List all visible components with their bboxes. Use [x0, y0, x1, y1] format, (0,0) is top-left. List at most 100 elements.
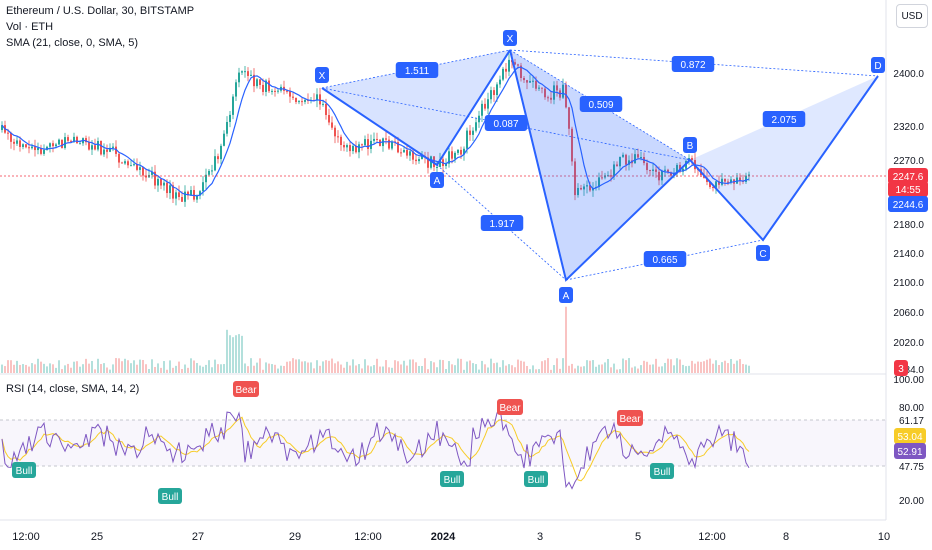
rsi-bear-label: Bear [619, 414, 641, 425]
candle-body [79, 143, 81, 145]
volume-bar [670, 359, 672, 373]
candle-body [622, 154, 624, 157]
rsi-bull-label-bg [158, 488, 182, 504]
volume-bar [520, 360, 522, 373]
candle-body [589, 185, 591, 191]
volume-bar [331, 358, 333, 373]
volume-bar [82, 364, 84, 373]
time-tick: 12:00 [698, 531, 726, 543]
pattern-point-label: X [319, 71, 326, 82]
volume-bar [160, 367, 162, 373]
volume-bar [706, 359, 708, 373]
volume-bar [88, 363, 90, 373]
candle-body [67, 137, 69, 141]
candle-body [421, 156, 423, 160]
volume-bar [262, 369, 264, 373]
volume-bar [505, 365, 507, 373]
rsi-ma-badge: 53.04 [897, 432, 922, 443]
rsi-value-badge-bg [894, 443, 926, 459]
volume-bar [592, 360, 594, 373]
volume-bar [340, 364, 342, 373]
volume-bar [631, 367, 633, 373]
candle-body [184, 191, 186, 202]
price-tick: 2140.0 [893, 249, 924, 260]
candle-body [499, 79, 501, 85]
pattern-ratio-label-bg [762, 111, 806, 127]
volume-bar [127, 360, 129, 373]
rsi-value-badge: 52.91 [897, 447, 922, 458]
rsi-legend: RSI (14, close, SMA, 14, 2) [6, 383, 140, 395]
volume-bar [475, 364, 477, 373]
volume-bar [361, 368, 363, 373]
rsi-bear-label-bg [617, 410, 643, 426]
volume-bar [313, 368, 315, 373]
candle-body [178, 192, 180, 198]
volume-bar [403, 360, 405, 373]
candle-body [538, 87, 540, 89]
candle-body [391, 141, 393, 149]
candle-body [175, 192, 177, 199]
volume-bar [298, 359, 300, 373]
volume-bar [277, 368, 279, 373]
pattern-point-label: A [434, 176, 441, 187]
candle-body [169, 185, 171, 194]
volume-bar [169, 360, 171, 373]
rsi-tick: 20.00 [899, 496, 924, 507]
candle-body [238, 72, 240, 83]
volume-bar [466, 361, 468, 373]
candle-body [601, 177, 603, 179]
candle-body [103, 149, 105, 155]
volume-bar [370, 366, 372, 373]
candle-body [244, 71, 246, 73]
volume-bar [661, 366, 663, 373]
candle-body [226, 121, 228, 134]
volume-bar [748, 365, 750, 373]
candle-body [427, 157, 429, 168]
candle-body [133, 164, 135, 166]
pattern-ratio-label: 2.075 [771, 115, 796, 126]
volume-bar [310, 362, 312, 373]
volume-bar [4, 366, 6, 373]
volume-bar [487, 367, 489, 373]
candle-body [562, 84, 564, 98]
current-price-badge: 2247.6 [893, 172, 924, 183]
candle-body [208, 170, 210, 175]
pattern-ratio-label: 0.665 [652, 255, 677, 266]
candle-body [670, 172, 672, 176]
volume-bar [469, 360, 471, 373]
candle-body [64, 137, 66, 148]
candle-body [109, 147, 111, 152]
volume-bar [700, 361, 702, 373]
volume-bar [316, 360, 318, 373]
candle-body [298, 101, 300, 103]
volume-bar [595, 366, 597, 373]
time-tick: 3 [537, 531, 543, 543]
volume-bar [205, 364, 207, 373]
candle-body [385, 138, 387, 140]
candle-body [712, 186, 714, 188]
candle-body [172, 185, 174, 199]
candle-body [664, 169, 666, 171]
candle-body [637, 154, 639, 158]
candle-body [739, 177, 741, 181]
pattern-point-label-bg [430, 172, 444, 188]
candle-body [493, 90, 495, 96]
candle-body [388, 139, 390, 149]
candle-body [187, 191, 189, 196]
candle-body [661, 170, 663, 181]
time-tick: 27 [192, 531, 204, 543]
volume-bar [442, 360, 444, 373]
volume-bar [157, 363, 159, 373]
volume-bar [307, 362, 309, 373]
rsi-bull-label: Bull [162, 492, 179, 503]
currency-button[interactable]: USD [896, 4, 928, 28]
rsi-tick: 100.00 [893, 375, 924, 386]
candle-body [544, 88, 546, 98]
candle-body [322, 103, 324, 105]
volume-bar [28, 366, 30, 373]
volume-bar [481, 360, 483, 373]
candle-body [409, 151, 411, 156]
pattern-point-label-bg [315, 67, 329, 83]
pattern-fill-xab [322, 50, 510, 165]
